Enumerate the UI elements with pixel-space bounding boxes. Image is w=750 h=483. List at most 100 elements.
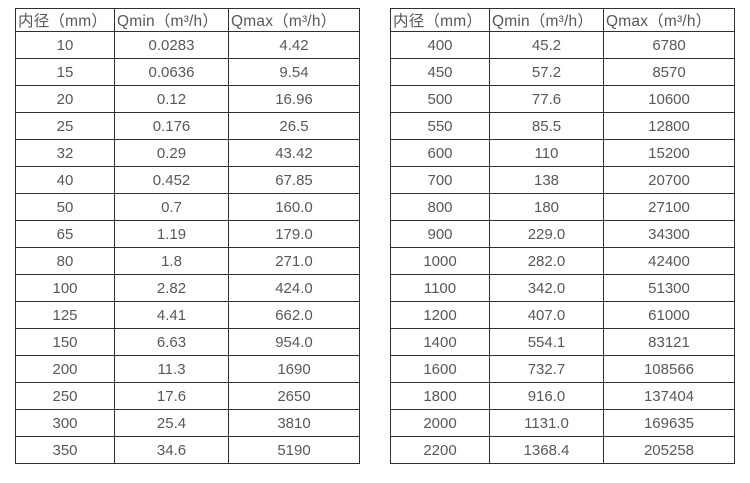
table-cell: 0.0283 bbox=[114, 31, 229, 59]
table-row: 250 17.6 2650 bbox=[15, 382, 360, 410]
table-cell: 6780 bbox=[603, 31, 735, 59]
table-row: 15 0.0636 9.54 bbox=[15, 58, 360, 86]
table-cell: 662.0 bbox=[228, 301, 360, 329]
table-row: 1200 407.0 61000 bbox=[390, 301, 735, 329]
table-row: 50 0.7 160.0 bbox=[15, 193, 360, 221]
table-row: 1400 554.1 83121 bbox=[390, 328, 735, 356]
table-cell: 6.63 bbox=[114, 328, 229, 356]
table-cell: 25 bbox=[15, 112, 115, 140]
table-cell: 1.8 bbox=[114, 247, 229, 275]
table-cell: 1.19 bbox=[114, 220, 229, 248]
table-row: 900 229.0 34300 bbox=[390, 220, 735, 248]
table-cell: 250 bbox=[15, 382, 115, 410]
table-cell: 1400 bbox=[390, 328, 490, 356]
table-row: 150 6.63 954.0 bbox=[15, 328, 360, 356]
table-cell: 2200 bbox=[390, 436, 490, 464]
table-row: 1000 282.0 42400 bbox=[390, 247, 735, 275]
header-qmin: Qmin（m³/h） bbox=[489, 8, 604, 32]
table-row: 25 0.176 26.5 bbox=[15, 112, 360, 140]
table-cell: 12800 bbox=[603, 112, 735, 140]
table-header-row: 内径（mm） Qmin（m³/h） Qmax（m³/h） bbox=[15, 8, 360, 32]
table-cell: 67.85 bbox=[228, 166, 360, 194]
table-cell: 600 bbox=[390, 139, 490, 167]
table-cell: 20 bbox=[15, 85, 115, 113]
table-cell: 3810 bbox=[228, 409, 360, 437]
table-cell: 1368.4 bbox=[489, 436, 604, 464]
table-cell: 1131.0 bbox=[489, 409, 604, 437]
table-cell: 550 bbox=[390, 112, 490, 140]
table-cell: 150 bbox=[15, 328, 115, 356]
table-cell: 108566 bbox=[603, 355, 735, 383]
table-row: 700 138 20700 bbox=[390, 166, 735, 194]
table-cell: 40 bbox=[15, 166, 115, 194]
table-cell: 43.42 bbox=[228, 139, 360, 167]
table-cell: 57.2 bbox=[489, 58, 604, 86]
table-row: 40 0.452 67.85 bbox=[15, 166, 360, 194]
table-cell: 282.0 bbox=[489, 247, 604, 275]
table-cell: 85.5 bbox=[489, 112, 604, 140]
table-cell: 0.452 bbox=[114, 166, 229, 194]
table-row: 300 25.4 3810 bbox=[15, 409, 360, 437]
table-cell: 42400 bbox=[603, 247, 735, 275]
table-cell: 1000 bbox=[390, 247, 490, 275]
table-cell: 350 bbox=[15, 436, 115, 464]
table-cell: 5190 bbox=[228, 436, 360, 464]
header-diameter: 内径（mm） bbox=[15, 8, 115, 32]
table-cell: 1690 bbox=[228, 355, 360, 383]
table-row: 200 11.3 1690 bbox=[15, 355, 360, 383]
table-cell: 229.0 bbox=[489, 220, 604, 248]
table-cell: 100 bbox=[15, 274, 115, 302]
flow-table-right: 内径（mm） Qmin（m³/h） Qmax（m³/h） 400 45.2 6780… bbox=[390, 8, 735, 464]
table-row: 65 1.19 179.0 bbox=[15, 220, 360, 248]
table-row: 125 4.41 662.0 bbox=[15, 301, 360, 329]
table-cell: 900 bbox=[390, 220, 490, 248]
table-cell: 169635 bbox=[603, 409, 735, 437]
flow-table-left: 内径（mm） Qmin（m³/h） Qmax（m³/h） 10 0.0283 4.4… bbox=[15, 8, 360, 464]
table-cell: 15200 bbox=[603, 139, 735, 167]
table-cell: 400 bbox=[390, 31, 490, 59]
table-cell: 83121 bbox=[603, 328, 735, 356]
table-row: 1100 342.0 51300 bbox=[390, 274, 735, 302]
table-cell: 450 bbox=[390, 58, 490, 86]
table-cell: 51300 bbox=[603, 274, 735, 302]
table-cell: 10 bbox=[15, 31, 115, 59]
table-cell: 2.82 bbox=[114, 274, 229, 302]
table-cell: 11.3 bbox=[114, 355, 229, 383]
table-cell: 1200 bbox=[390, 301, 490, 329]
table-cell: 2000 bbox=[390, 409, 490, 437]
table-cell: 700 bbox=[390, 166, 490, 194]
table-row: 20 0.12 16.96 bbox=[15, 85, 360, 113]
table-cell: 0.176 bbox=[114, 112, 229, 140]
table-cell: 138 bbox=[489, 166, 604, 194]
table-cell: 50 bbox=[15, 193, 115, 221]
table-cell: 15 bbox=[15, 58, 115, 86]
table-row: 2200 1368.4 205258 bbox=[390, 436, 735, 464]
table-cell: 500 bbox=[390, 85, 490, 113]
table-cell: 1600 bbox=[390, 355, 490, 383]
table-cell: 342.0 bbox=[489, 274, 604, 302]
table-row: 550 85.5 12800 bbox=[390, 112, 735, 140]
table-cell: 17.6 bbox=[114, 382, 229, 410]
table-cell: 65 bbox=[15, 220, 115, 248]
table-cell: 45.2 bbox=[489, 31, 604, 59]
table-cell: 424.0 bbox=[228, 274, 360, 302]
table-cell: 0.12 bbox=[114, 85, 229, 113]
table-row: 10 0.0283 4.42 bbox=[15, 31, 360, 59]
table-cell: 0.0636 bbox=[114, 58, 229, 86]
table-cell: 954.0 bbox=[228, 328, 360, 356]
table-row: 1800 916.0 137404 bbox=[390, 382, 735, 410]
table-cell: 16.96 bbox=[228, 85, 360, 113]
table-cell: 0.7 bbox=[114, 193, 229, 221]
table-cell: 205258 bbox=[603, 436, 735, 464]
table-cell: 80 bbox=[15, 247, 115, 275]
table-cell: 34300 bbox=[603, 220, 735, 248]
table-body: 400 45.2 6780 450 57.2 8570 500 77.6 10600 550 85.… bbox=[390, 31, 735, 464]
table-row: 32 0.29 43.42 bbox=[15, 139, 360, 167]
table-cell: 160.0 bbox=[228, 193, 360, 221]
table-cell: 27100 bbox=[603, 193, 735, 221]
table-cell: 77.6 bbox=[489, 85, 604, 113]
table-cell: 1100 bbox=[390, 274, 490, 302]
table-cell: 200 bbox=[15, 355, 115, 383]
table-cell: 10600 bbox=[603, 85, 735, 113]
